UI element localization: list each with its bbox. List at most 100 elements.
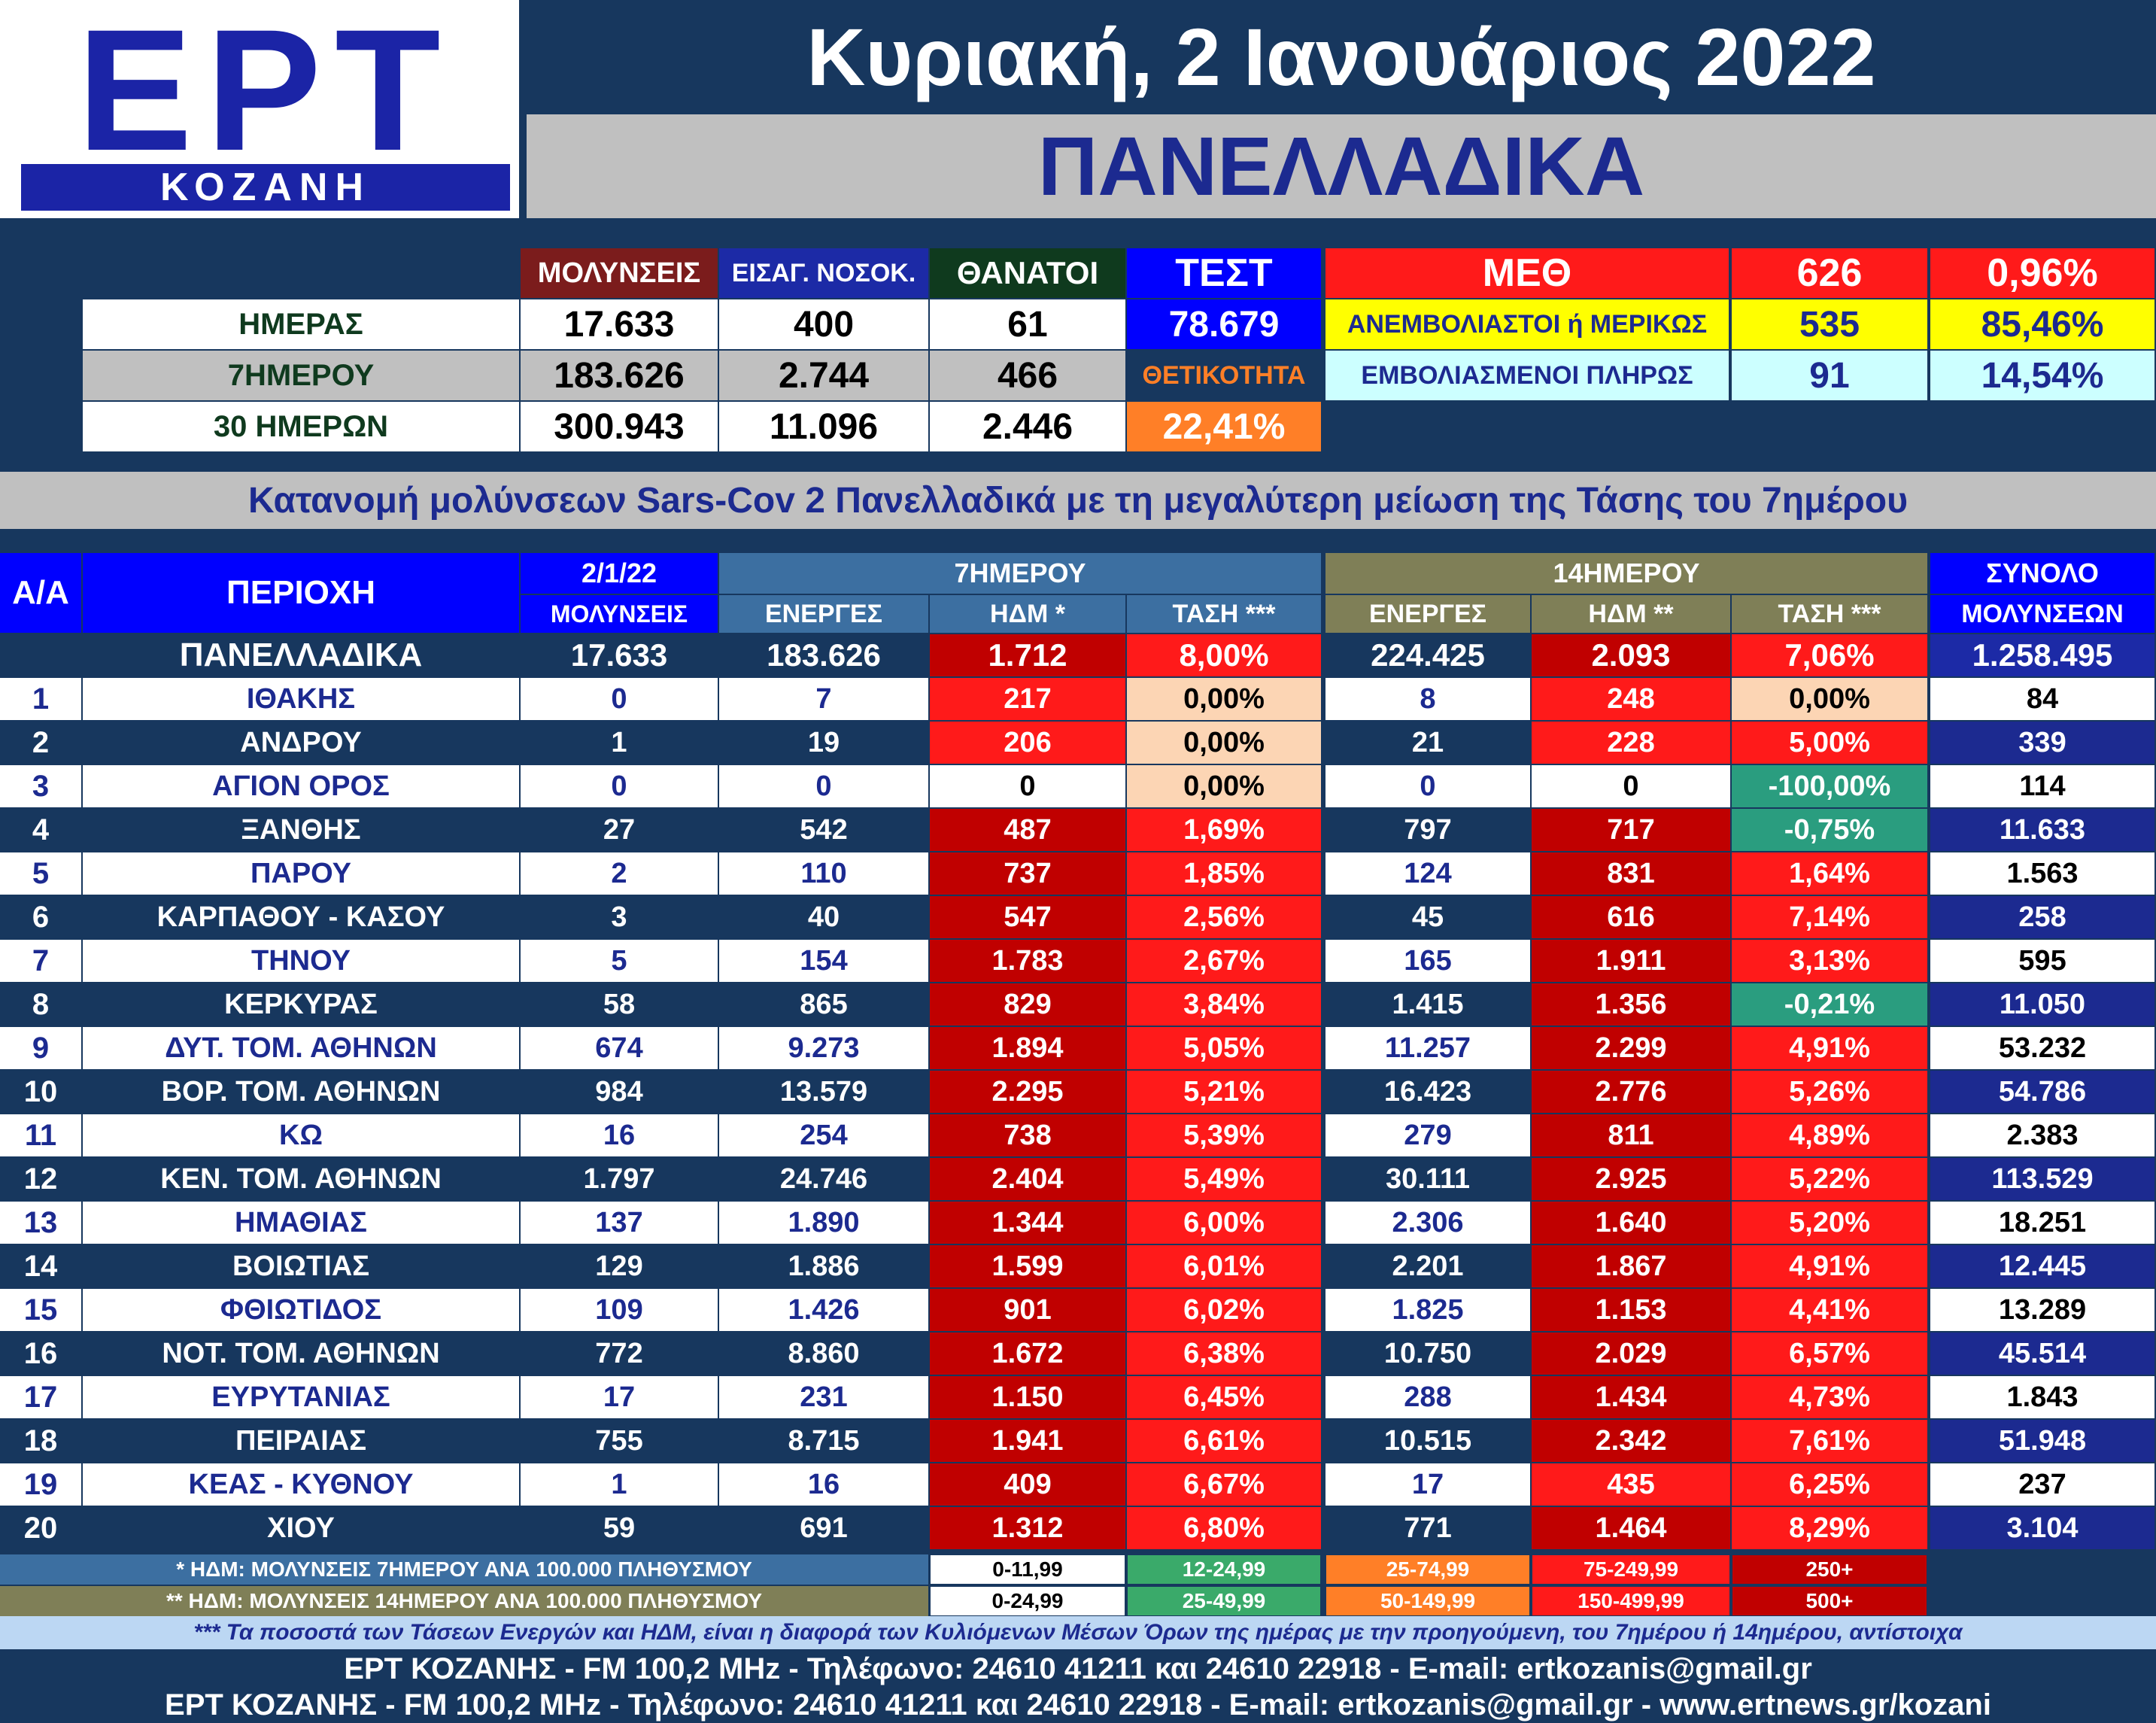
icu-label: ΜΕΘ bbox=[1325, 248, 1729, 298]
row-hdm7: 409 bbox=[930, 1463, 1125, 1506]
summary-header-deaths: ΘΑΝΑΤΟΙ bbox=[930, 248, 1125, 298]
row-active14: 0 bbox=[1325, 765, 1530, 807]
row-hdm14: 1.464 bbox=[1532, 1507, 1730, 1549]
row-hdm14: 717 bbox=[1532, 809, 1730, 851]
row-trend7: 2,56% bbox=[1127, 896, 1321, 938]
row-trend7: 2,67% bbox=[1127, 940, 1321, 982]
row-hdm7: 0 bbox=[930, 765, 1125, 807]
legend-note-hdm14: ** ΗΔΜ: ΜΟΛΥΝΣΕΙΣ 14ΗΜΕΡΟΥ ΑΝΑ 100.000 Π… bbox=[0, 1586, 928, 1616]
row-trend7: 1,85% bbox=[1127, 852, 1321, 895]
row-aa: 10 bbox=[0, 1071, 81, 1113]
row-hdm7: 1.599 bbox=[930, 1245, 1125, 1287]
icu-total: 626 bbox=[1732, 248, 1927, 298]
row-hdm7: 1.894 bbox=[930, 1027, 1125, 1069]
ert-logo-text: ΕΡΤ bbox=[77, 0, 454, 187]
row-hdm14: 2.029 bbox=[1532, 1333, 1730, 1375]
ert-logo: ΕΡΤ ΚΟΖΑΝΗ bbox=[0, 0, 519, 218]
row-infections: 755 bbox=[521, 1420, 718, 1462]
row-total: 1.563 bbox=[1930, 852, 2154, 895]
row-active14: 797 bbox=[1325, 809, 1530, 851]
row-trend7: 3,84% bbox=[1127, 983, 1321, 1026]
row-active14: 288 bbox=[1325, 1376, 1530, 1418]
summary-row-month-admissions: 11.096 bbox=[719, 402, 928, 451]
row-infections: 772 bbox=[521, 1333, 718, 1375]
row-aa: 14 bbox=[0, 1245, 81, 1287]
row-region-name: ΚΕΑΣ - ΚΥΘΝΟΥ bbox=[83, 1463, 519, 1506]
summary-row-week-label: 7ΗΜΕΡΟΥ bbox=[83, 351, 519, 400]
national-active7: 183.626 bbox=[719, 634, 928, 676]
row-aa: 3 bbox=[0, 765, 81, 807]
row-active7: 8.715 bbox=[719, 1420, 928, 1462]
header-aa: Α/Α bbox=[0, 553, 81, 633]
row-aa: 6 bbox=[0, 896, 81, 938]
national-hdm7: 1.712 bbox=[930, 634, 1125, 676]
row-active7: 19 bbox=[719, 722, 928, 764]
icu-unvaccinated-label: ΑΝΕΜΒΟΛΙΑΣΤΟΙ ή ΜΕΡΙΚΩΣ bbox=[1325, 299, 1729, 349]
row-aa: 11 bbox=[0, 1114, 81, 1156]
row-hdm7: 487 bbox=[930, 809, 1125, 851]
footer-line-1: ΕΡΤ ΚΟΖΑΝΗΣ - FM 100,2 MHz - Τηλέφωνο: 2… bbox=[344, 1652, 1812, 1685]
header-active7: ΕΝΕΡΓΕΣ bbox=[719, 595, 928, 633]
row-hdm14: 2.776 bbox=[1532, 1071, 1730, 1113]
row-hdm7: 1.344 bbox=[930, 1202, 1125, 1244]
row-region-name: ΗΜΑΘΙΑΣ bbox=[83, 1202, 519, 1244]
row-infections: 5 bbox=[521, 940, 718, 982]
row-infections: 58 bbox=[521, 983, 718, 1026]
summary-header-admissions: ΕΙΣΑΓ. ΝΟΣΟΚ. bbox=[719, 248, 928, 298]
summary-row-day-deaths: 61 bbox=[930, 299, 1125, 349]
row-aa: 5 bbox=[0, 852, 81, 895]
row-infections: 16 bbox=[521, 1114, 718, 1156]
row-total: 51.948 bbox=[1930, 1420, 2154, 1462]
row-trend7: 6,00% bbox=[1127, 1202, 1321, 1244]
row-trend14: 3,13% bbox=[1732, 940, 1927, 982]
row-region-name: ΚΕΡΚΥΡΑΣ bbox=[83, 983, 519, 1026]
row-trend7: 5,49% bbox=[1127, 1158, 1321, 1200]
footnote: *** Τα ποσοστά των Τάσεων Ενεργών και ΗΔ… bbox=[0, 1616, 2156, 1649]
row-region-name: ΠΕΙΡΑΙΑΣ bbox=[83, 1420, 519, 1462]
row-active7: 231 bbox=[719, 1376, 928, 1418]
row-region-name: ΔΥΤ. ΤΟΜ. ΑΘΗΝΩΝ bbox=[83, 1027, 519, 1069]
icu-vaccinated: 91 bbox=[1732, 351, 1927, 400]
row-total: 53.232 bbox=[1930, 1027, 2154, 1069]
header-hdm14: ΗΔΜ ** bbox=[1532, 595, 1730, 633]
row-total: 1.843 bbox=[1930, 1376, 2154, 1418]
header-trend7: ΤΑΣΗ *** bbox=[1127, 595, 1321, 633]
row-aa: 12 bbox=[0, 1158, 81, 1200]
row-active7: 0 bbox=[719, 765, 928, 807]
row-hdm14: 1.356 bbox=[1532, 983, 1730, 1026]
row-infections: 3 bbox=[521, 896, 718, 938]
row-active14: 124 bbox=[1325, 852, 1530, 895]
row-region-name: ΦΘΙΩΤΙΔΟΣ bbox=[83, 1289, 519, 1331]
row-active14: 2.306 bbox=[1325, 1202, 1530, 1244]
icu-total-pct: 0,96% bbox=[1930, 248, 2154, 298]
row-infections: 1 bbox=[521, 722, 718, 764]
row-hdm7: 1.941 bbox=[930, 1420, 1125, 1462]
positivity-value: 22,41% bbox=[1127, 402, 1321, 451]
row-trend14: 4,91% bbox=[1732, 1245, 1927, 1287]
row-active7: 691 bbox=[719, 1507, 928, 1549]
national-trend14: 7,06% bbox=[1732, 634, 1927, 676]
date-title: Κυριακή, 2 Ιανουάριος 2022 bbox=[806, 11, 1876, 102]
legend-range-ranges7-1: 12-24,99 bbox=[1127, 1554, 1321, 1585]
legend-range-ranges14-0: 0-24,99 bbox=[930, 1586, 1125, 1616]
row-infections: 1.797 bbox=[521, 1158, 718, 1200]
row-hdm14: 1.434 bbox=[1532, 1376, 1730, 1418]
row-aa: 13 bbox=[0, 1202, 81, 1244]
row-infections: 27 bbox=[521, 809, 718, 851]
legend-range-ranges7-2: 25-74,99 bbox=[1325, 1554, 1530, 1585]
national-hdm14: 2.093 bbox=[1532, 634, 1730, 676]
row-aa: 1 bbox=[0, 678, 81, 720]
row-active7: 542 bbox=[719, 809, 928, 851]
row-hdm7: 206 bbox=[930, 722, 1125, 764]
header-total: ΣΥΝΟΛΟ bbox=[1930, 553, 2154, 594]
footer-line-2: ΕΡΤ ΚΟΖΑΝΗΣ - FM 100,2 MHz - Τηλέφωνο: 2… bbox=[165, 1688, 1991, 1721]
row-trend7: 5,21% bbox=[1127, 1071, 1321, 1113]
summary-row-month-infections: 300.943 bbox=[521, 402, 718, 451]
row-infections: 137 bbox=[521, 1202, 718, 1244]
row-hdm14: 2.299 bbox=[1532, 1027, 1730, 1069]
row-infections: 2 bbox=[521, 852, 718, 895]
legend-range-ranges14-1: 25-49,99 bbox=[1127, 1586, 1321, 1616]
row-trend14: -0,21% bbox=[1732, 983, 1927, 1026]
row-active14: 10.515 bbox=[1325, 1420, 1530, 1462]
row-trend14: 0,00% bbox=[1732, 678, 1927, 720]
